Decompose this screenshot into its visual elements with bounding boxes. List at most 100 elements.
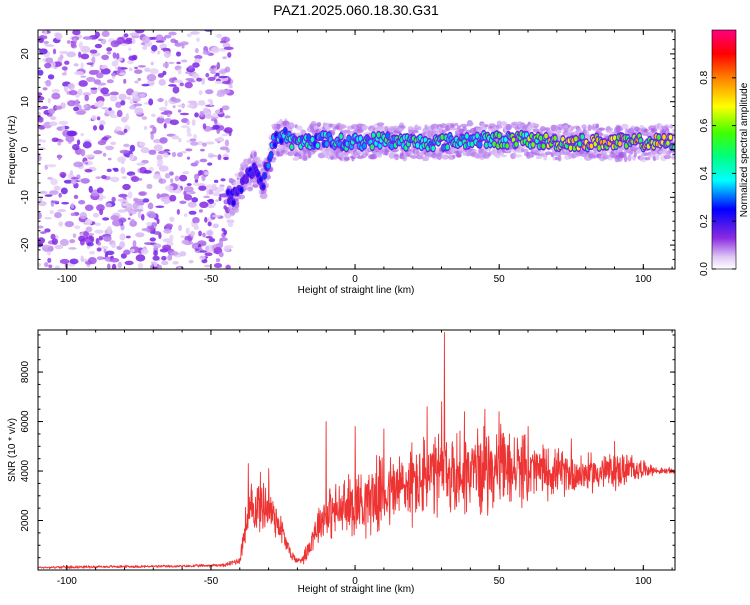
spectrogram-cell <box>149 237 156 242</box>
spectrogram-cell <box>39 48 48 55</box>
spectrogram-cell <box>117 261 123 269</box>
spectrogram-cell <box>339 133 343 140</box>
spectrogram-cell <box>203 264 212 268</box>
spectrogram-cell <box>68 247 77 250</box>
spectrogram-cell <box>362 143 367 149</box>
spectrogram-cell <box>57 141 62 146</box>
colorbar: 0.0 0.2 0.4 0.6 0.8 Normalized spectral ampl… <box>699 29 750 276</box>
spectrogram-cell <box>204 216 208 223</box>
spectrogram-cell <box>94 31 100 38</box>
spectrogram-cell <box>105 250 115 256</box>
x-tick-label: 100 <box>635 274 652 285</box>
spectrogram-cell <box>136 162 146 166</box>
spectrogram-cell <box>179 251 187 257</box>
spectrogram-cell <box>460 123 468 128</box>
spectrogram-cell <box>159 137 168 144</box>
spectrogram-cell <box>125 235 131 239</box>
spectrogram-cell <box>181 239 189 245</box>
y-tick-label: 0 <box>20 146 31 152</box>
spectrogram-cell <box>283 128 288 134</box>
spectrogram-cell <box>120 100 126 106</box>
spectrogram-cell <box>561 136 565 142</box>
spectrogram-cell <box>553 135 557 141</box>
spectrogram-cell <box>116 109 123 118</box>
spectrogram-cell <box>226 219 235 224</box>
spectrogram-y-label: Frequency (Hz) <box>7 116 18 185</box>
spectrogram-cell <box>595 123 600 129</box>
spectrogram-cell <box>82 36 93 40</box>
spectrogram-cell <box>371 132 376 139</box>
spectrogram-cell <box>570 125 574 131</box>
colorbar-ticks: 0.0 0.2 0.4 0.6 0.8 <box>699 70 736 276</box>
spectrogram-cell <box>51 238 58 245</box>
spectrogram-cell <box>219 107 223 113</box>
spectrogram-cell <box>212 124 220 130</box>
spectrogram-cell <box>557 154 562 162</box>
spectrogram-cell <box>196 77 203 82</box>
spectrogram-cell <box>378 143 382 149</box>
spectrogram-cell <box>74 99 80 107</box>
spectrogram-cell <box>48 264 53 269</box>
spectrogram-cell <box>500 154 507 158</box>
spectrogram-cell <box>190 141 199 146</box>
x-tick-label: 50 <box>494 274 506 285</box>
spectrogram-cell <box>157 98 165 103</box>
spectrogram-cell <box>224 139 230 147</box>
spectrogram-cell <box>211 183 217 187</box>
spectrogram-cell <box>186 120 190 126</box>
spectrogram-cell <box>215 199 220 202</box>
spectrogram-cell <box>80 75 87 78</box>
spectrogram-cell <box>106 51 112 55</box>
spectrogram-cell <box>177 266 182 269</box>
spectrogram-cell <box>57 209 67 213</box>
spectrogram-cell <box>214 80 223 85</box>
spectrogram-cell <box>142 198 150 203</box>
spectrogram-cell <box>185 148 193 152</box>
spectrogram-cell <box>138 141 146 147</box>
spectrogram-cell <box>66 130 77 137</box>
spectrogram-cell <box>269 152 273 158</box>
spectrogram-cell <box>54 244 64 250</box>
spectrogram-cell <box>110 141 117 146</box>
spectrogram-cell <box>256 164 265 168</box>
spectrogram-cell <box>160 47 171 51</box>
spectrogram-cell <box>52 48 57 55</box>
spectrogram-cell <box>168 84 177 87</box>
spectrogram-cell <box>110 242 117 249</box>
spectrogram-cell <box>115 101 122 108</box>
spectrogram-cell <box>106 79 114 84</box>
spectrogram-cell <box>156 218 160 225</box>
spectrogram-cell <box>96 247 102 252</box>
spectrogram-cell <box>223 205 227 210</box>
spectrogram-cell <box>84 161 89 165</box>
spectrogram-cell <box>200 148 205 152</box>
spectrogram-cell <box>54 211 62 219</box>
spectrogram-cell <box>96 187 104 194</box>
spectrogram-cell <box>180 150 187 154</box>
spectrogram-cell <box>124 260 134 266</box>
spectrogram-cell <box>153 250 158 257</box>
spectrogram-cell <box>178 137 182 143</box>
spectrogram-cell <box>70 203 75 209</box>
spectrogram-cell <box>111 196 116 203</box>
spectrogram-cell <box>44 228 51 233</box>
spectrogram-cell <box>202 107 209 114</box>
spectrogram-cell <box>202 232 206 238</box>
spectrogram-cell <box>117 66 121 74</box>
spectrogram-cell <box>208 68 214 72</box>
spectrogram-cell <box>125 113 130 121</box>
spectrogram-cell <box>149 213 156 219</box>
spectrogram-cell <box>72 143 80 151</box>
spectrogram-cell <box>496 120 502 127</box>
spectrogram-cell <box>669 124 674 129</box>
spectrogram-cell <box>107 157 112 161</box>
spectrogram-cell <box>123 143 130 148</box>
spectrogram-cell <box>144 67 151 73</box>
spectrogram-cell <box>101 136 109 141</box>
spectrogram-cell <box>143 126 148 130</box>
spectrogram-cell <box>138 93 146 98</box>
spectrogram-cell <box>454 122 459 127</box>
spectrogram-cell <box>152 173 162 180</box>
spectrogram-cell <box>82 141 92 149</box>
